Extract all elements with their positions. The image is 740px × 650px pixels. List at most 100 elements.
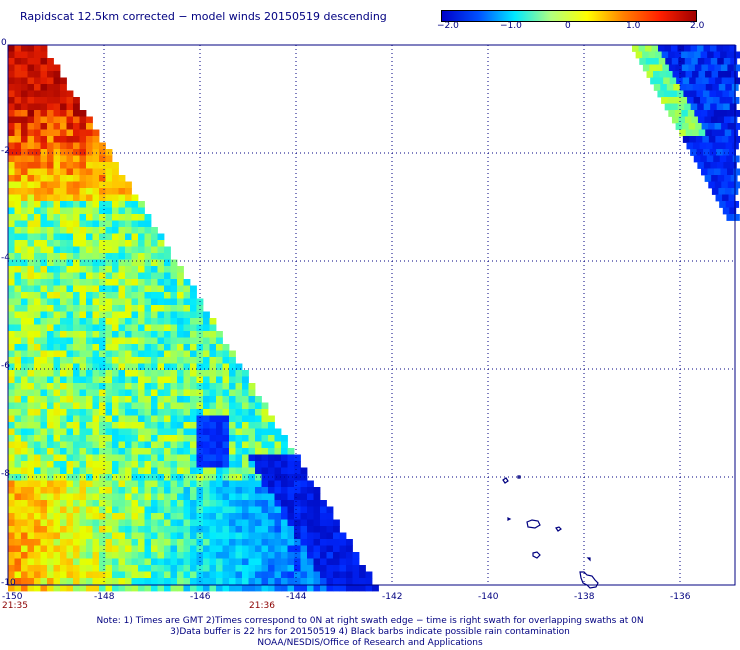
wind-cell	[27, 201, 35, 208]
wind-cell	[27, 116, 35, 124]
wind-cell	[60, 214, 67, 221]
wind-cell	[27, 357, 35, 364]
wind-cell	[27, 383, 35, 390]
wind-cell	[164, 441, 171, 449]
wind-cell	[287, 532, 295, 540]
wind-cell	[728, 136, 736, 143]
wind-cell	[268, 552, 275, 559]
wind-cell	[34, 64, 41, 72]
wind-cell	[125, 259, 132, 267]
wind-cell	[177, 292, 184, 299]
wind-cell	[8, 207, 15, 215]
wind-cell	[92, 331, 100, 338]
wind-cell	[216, 448, 223, 455]
wind-cell	[716, 149, 724, 156]
wind-cell	[99, 194, 106, 202]
wind-cell	[679, 71, 686, 78]
wind-cell	[73, 253, 80, 260]
wind-cell	[105, 311, 113, 319]
wind-cell	[34, 116, 41, 124]
wind-cell	[125, 558, 132, 566]
wind-cell	[144, 383, 152, 390]
wind-cell	[53, 506, 61, 514]
wind-cell	[723, 103, 731, 111]
wind-cell	[164, 480, 171, 488]
wind-cell	[8, 526, 15, 533]
wind-cell	[144, 493, 152, 501]
wind-cell	[190, 292, 197, 299]
wind-cell	[687, 110, 695, 117]
wind-cell	[34, 376, 41, 384]
wind-cell	[8, 45, 15, 52]
wind-cell	[47, 233, 54, 241]
wind-cell	[112, 214, 119, 221]
wind-cell	[40, 285, 48, 293]
wind-cell	[151, 565, 158, 572]
colorbar-label: −1.0	[500, 21, 522, 31]
wind-cell	[53, 149, 61, 156]
wind-cell	[34, 77, 41, 85]
wind-cell	[99, 344, 106, 351]
wind-cell	[307, 571, 314, 579]
wind-cell	[79, 578, 87, 585]
wind-cell	[170, 480, 178, 488]
wind-cell	[196, 532, 204, 540]
wind-cell	[21, 357, 28, 364]
wind-cell	[242, 500, 249, 507]
wind-cell	[300, 519, 308, 527]
wind-cell	[86, 175, 93, 182]
wind-cell	[170, 305, 178, 312]
wind-cell	[8, 487, 15, 494]
wind-cell	[118, 552, 126, 559]
wind-cell	[190, 285, 197, 293]
wind-cell	[151, 363, 158, 371]
wind-cell	[268, 565, 275, 572]
wind-cell	[294, 584, 301, 592]
wind-cell	[73, 279, 80, 286]
wind-cell	[14, 357, 22, 364]
wind-cell	[183, 539, 191, 546]
wind-cell	[229, 487, 236, 494]
wind-cell	[242, 389, 249, 397]
wind-cell	[663, 77, 671, 85]
wind-cell	[40, 545, 48, 553]
wind-cell	[164, 383, 171, 390]
wind-cell	[79, 493, 87, 501]
wind-cell	[118, 493, 126, 501]
wind-cell	[66, 142, 74, 150]
wind-cell	[125, 454, 132, 462]
wind-cell	[99, 142, 106, 150]
wind-cell	[47, 110, 54, 117]
wind-cell	[27, 64, 35, 72]
wind-cell	[14, 389, 22, 397]
wind-cell	[60, 227, 67, 234]
wind-cell	[112, 194, 119, 202]
wind-cell	[79, 136, 87, 143]
wind-cell	[118, 214, 126, 221]
wind-cell	[14, 285, 22, 293]
wind-cell	[66, 422, 74, 429]
wind-cell	[170, 467, 178, 475]
wind-cell	[66, 285, 74, 293]
wind-cell	[105, 363, 113, 371]
wind-cell	[112, 545, 119, 553]
wind-cell	[60, 474, 67, 481]
wind-cell	[131, 194, 139, 202]
wind-cell	[177, 558, 184, 566]
wind-cell	[688, 123, 696, 130]
wind-cell	[40, 467, 48, 475]
wind-cell	[99, 318, 106, 325]
wind-cell	[125, 415, 132, 423]
wind-cell	[720, 168, 728, 176]
wind-cell	[66, 220, 74, 228]
wind-cell	[118, 292, 126, 299]
wind-cell	[707, 51, 715, 59]
wind-cell	[138, 344, 145, 351]
wind-cell	[34, 584, 41, 592]
wind-cell	[73, 227, 80, 234]
wind-cell	[53, 558, 61, 566]
wind-cell	[27, 331, 35, 338]
wind-cell	[144, 298, 152, 306]
wind-cell	[105, 155, 113, 163]
wind-cell	[657, 90, 665, 98]
